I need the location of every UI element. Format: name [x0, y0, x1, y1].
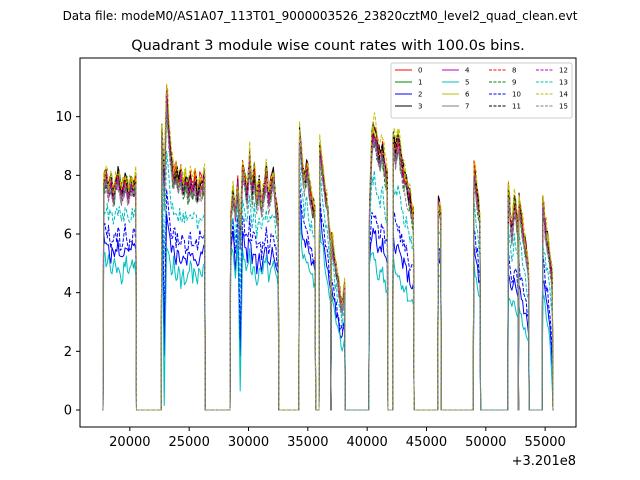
y-tick-label: 10 [55, 110, 72, 125]
series-line-14 [102, 83, 554, 411]
legend-label-5: 5 [465, 79, 469, 87]
x-tick-label: 20000 [109, 435, 150, 450]
x-tick-label: 50000 [465, 435, 506, 450]
y-tick-label: 0 [64, 403, 72, 418]
x-axis: 20000 25000 30000 35000 40000 45000 50000 55000 [109, 427, 566, 450]
legend-label-2: 2 [418, 91, 422, 99]
y-tick-label: 6 [64, 227, 72, 242]
x-tick-label: 35000 [287, 435, 328, 450]
legend-label-3: 3 [418, 103, 422, 111]
y-tick-label: 2 [64, 345, 72, 360]
x-tick-label: 55000 [524, 435, 565, 450]
legend-label-0: 0 [418, 67, 422, 75]
chart-title: Quadrant 3 module wise count rates with … [131, 38, 525, 54]
series-layer [102, 83, 554, 411]
y-tick-label: 8 [64, 169, 72, 184]
legend-label-1: 1 [418, 79, 422, 87]
legend-label-9: 9 [512, 79, 516, 87]
x-tick-label: 25000 [168, 435, 209, 450]
legend-label-11: 11 [512, 103, 521, 111]
legend-label-6: 6 [465, 91, 470, 99]
plot-frame [79, 57, 577, 428]
legend-label-7: 7 [465, 103, 469, 111]
y-tick-label: 4 [64, 286, 72, 301]
x-axis-offset-label: +3.201e8 [512, 454, 576, 469]
legend-box [390, 62, 573, 119]
figure-suptitle: Data file: modeM0/AS1A07_113T01_90000035… [63, 9, 578, 23]
legend-label-13: 13 [559, 79, 568, 87]
legend-label-14: 14 [559, 91, 568, 99]
legend-label-10: 10 [512, 91, 521, 99]
legend-label-8: 8 [512, 67, 516, 75]
legend-label-4: 4 [465, 67, 470, 75]
x-tick-label: 40000 [346, 435, 387, 450]
y-axis: 0 2 4 6 8 10 [55, 110, 80, 418]
legend-label-15: 15 [559, 103, 568, 111]
x-tick-label: 30000 [228, 435, 269, 450]
x-tick-label: 45000 [406, 435, 447, 450]
legend-label-12: 12 [559, 67, 568, 75]
